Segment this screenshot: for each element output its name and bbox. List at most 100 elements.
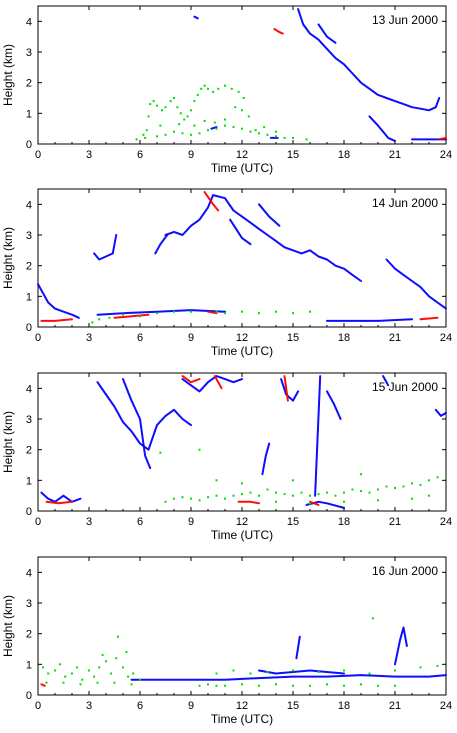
- data-point: [292, 684, 294, 687]
- plot-frame: [37, 188, 447, 328]
- data-point: [156, 135, 158, 138]
- data-point: [135, 138, 138, 141]
- series-2: [40, 191, 439, 322]
- data-trace: [113, 313, 150, 319]
- plot-frame: [37, 556, 447, 696]
- series-2: [273, 28, 447, 141]
- data-point: [343, 500, 345, 503]
- data-point: [173, 97, 175, 99]
- data-trace: [93, 234, 118, 261]
- x-tick-label: 15: [287, 516, 299, 528]
- data-point: [164, 500, 167, 503]
- data-point: [334, 494, 337, 497]
- data-trace: [394, 626, 408, 666]
- date-label: 13 Jun 2000: [372, 13, 438, 27]
- data-point: [232, 494, 235, 497]
- data-point: [215, 494, 218, 497]
- data-point: [190, 133, 192, 136]
- data-trace: [283, 375, 289, 402]
- data-point: [159, 124, 162, 127]
- data-point: [193, 124, 196, 127]
- data-trace: [295, 635, 301, 660]
- data-point: [292, 479, 294, 482]
- data-point: [127, 675, 130, 678]
- data-point: [59, 663, 62, 666]
- data-point: [91, 321, 94, 324]
- data-trace: [326, 390, 342, 420]
- data-point: [368, 491, 371, 494]
- data-point: [385, 485, 388, 488]
- data-point: [186, 115, 189, 118]
- data-point: [142, 133, 145, 136]
- data-point: [215, 310, 218, 313]
- x-axis-label: Time (UTC): [211, 161, 273, 175]
- data-point: [183, 118, 186, 121]
- data-point: [215, 672, 218, 675]
- data-trace: [96, 309, 226, 316]
- data-point: [249, 672, 252, 675]
- x-tick-label: 3: [86, 700, 92, 712]
- data-point: [190, 497, 192, 500]
- data-trace: [385, 258, 447, 310]
- data-point: [215, 479, 218, 482]
- data-point: [305, 138, 308, 141]
- data-point: [377, 499, 379, 502]
- data-point: [266, 133, 269, 136]
- data-point: [217, 87, 220, 90]
- data-point: [147, 115, 150, 118]
- y-tick-label: 4: [26, 567, 32, 579]
- y-tick-label: 0: [26, 322, 32, 334]
- y-axis-label: Height (km): [1, 227, 15, 289]
- y-tick-label: 2: [26, 261, 32, 273]
- data-point: [394, 669, 396, 672]
- data-point: [309, 684, 311, 687]
- x-tick-label: 18: [338, 516, 350, 528]
- data-trace: [181, 375, 243, 393]
- data-point: [76, 666, 79, 669]
- data-point: [156, 312, 158, 315]
- data-trace: [229, 218, 252, 246]
- data-point: [139, 315, 141, 318]
- data-point: [198, 448, 201, 451]
- y-tick-label: 0: [26, 506, 32, 518]
- data-point: [275, 310, 277, 313]
- x-tick-label: 12: [236, 516, 248, 528]
- x-tick-label: 0: [35, 700, 41, 712]
- data-point: [326, 491, 328, 494]
- data-point: [241, 127, 243, 130]
- data-point: [247, 115, 250, 118]
- data-point: [116, 635, 119, 638]
- data-point: [292, 312, 294, 315]
- data-point: [190, 310, 192, 313]
- data-point: [283, 136, 286, 139]
- x-tick-label: 24: [440, 516, 452, 528]
- data-point: [234, 106, 237, 109]
- data-point: [45, 681, 48, 684]
- x-tick-label: 24: [440, 700, 452, 712]
- data-point: [149, 103, 152, 106]
- data-trace: [258, 203, 281, 227]
- data-point: [145, 129, 148, 132]
- data-point: [237, 90, 240, 93]
- data-point: [292, 669, 294, 672]
- data-point: [360, 490, 362, 493]
- data-point: [130, 683, 133, 686]
- data-point: [193, 100, 196, 103]
- data-point: [258, 312, 260, 315]
- y-axis-label: Height (km): [1, 411, 15, 473]
- data-point: [254, 129, 257, 132]
- x-tick-label: 9: [188, 149, 194, 161]
- data-point: [300, 491, 303, 494]
- data-point: [428, 479, 430, 482]
- data-point: [224, 124, 226, 127]
- y-tick-label: 0: [26, 690, 32, 702]
- data-point: [317, 671, 320, 673]
- plot-frame: [37, 5, 447, 145]
- x-tick-label: 15: [287, 149, 299, 161]
- data-trace: [314, 375, 322, 497]
- data-point: [242, 97, 245, 99]
- data-trace: [382, 375, 390, 387]
- data-point: [181, 132, 184, 135]
